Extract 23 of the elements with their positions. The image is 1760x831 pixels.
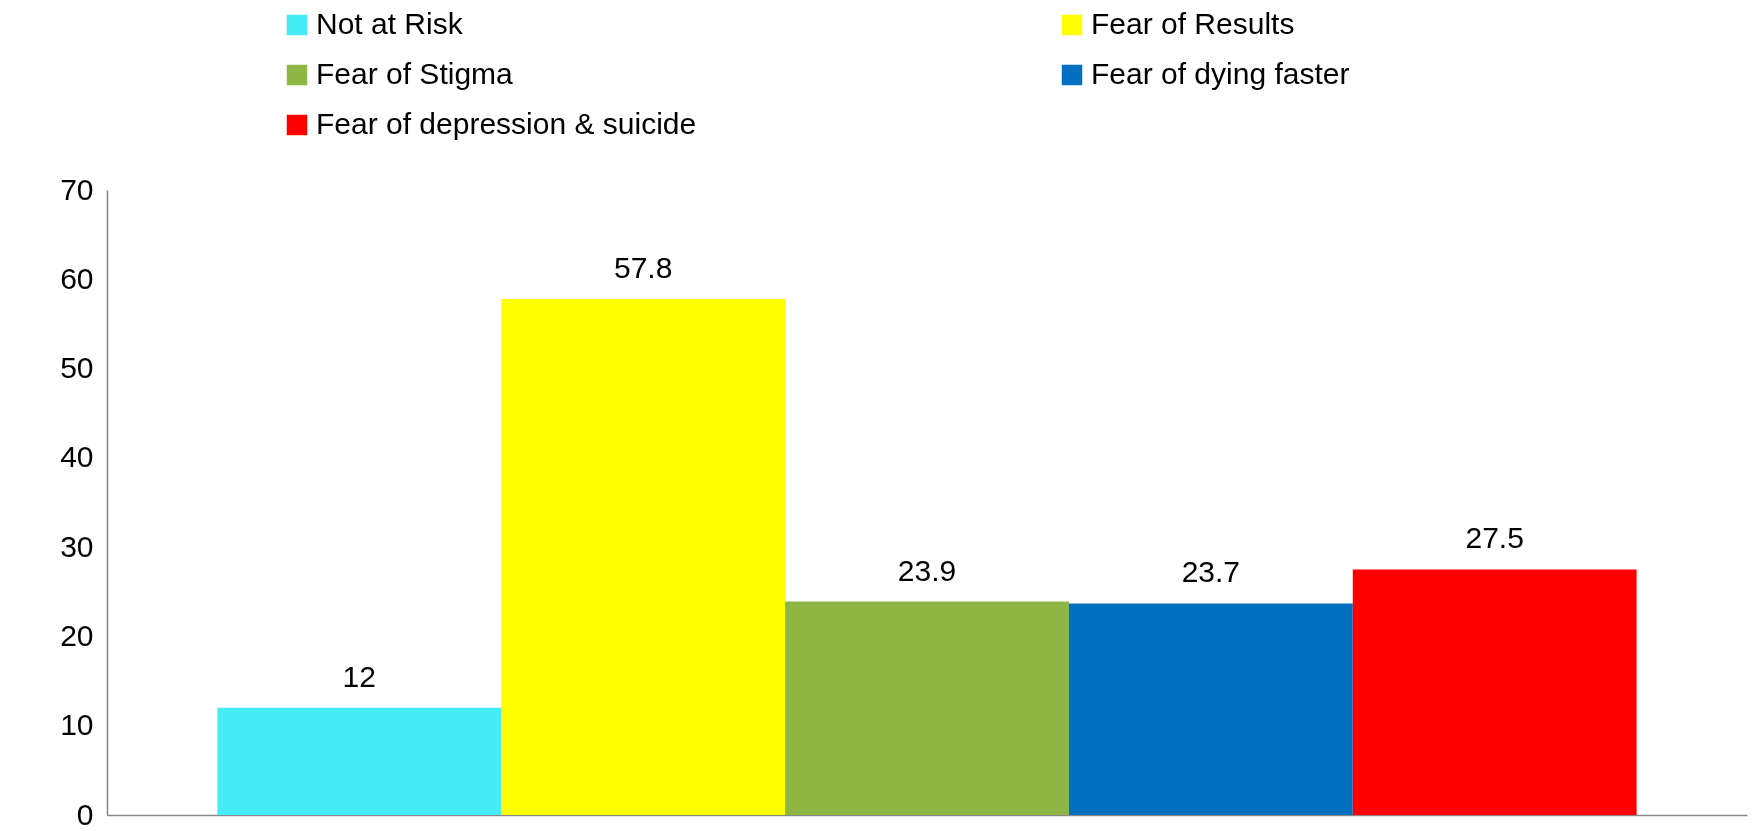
legend-label: Fear of dying faster: [1091, 57, 1350, 90]
bar: [1352, 569, 1637, 815]
y-tick-label: 10: [60, 708, 94, 742]
y-tick-label: 60: [60, 261, 94, 295]
y-tick-label: 20: [60, 618, 94, 652]
data-label: 12: [342, 659, 376, 693]
y-tick-label: 30: [60, 529, 94, 563]
data-label: 23.7: [1181, 555, 1241, 589]
legend-label: Fear of Stigma: [316, 57, 514, 90]
legend-label: Fear of depression & suicide: [316, 107, 697, 140]
y-tick-label: 0: [76, 797, 94, 831]
y-tick-label: 40: [60, 440, 94, 474]
legend-label: Not at Risk: [316, 7, 464, 40]
data-label: 57.8: [613, 250, 673, 284]
bar: [785, 601, 1069, 815]
data-label: 23.9: [897, 553, 957, 587]
y-tick-label: 50: [60, 351, 94, 385]
data-label: 27.5: [1465, 521, 1524, 555]
bar: [501, 298, 786, 815]
bar: [217, 707, 502, 815]
legend-label: Fear of Results: [1091, 7, 1295, 40]
y-tick-label: 70: [60, 172, 94, 206]
bar: [1068, 603, 1353, 815]
